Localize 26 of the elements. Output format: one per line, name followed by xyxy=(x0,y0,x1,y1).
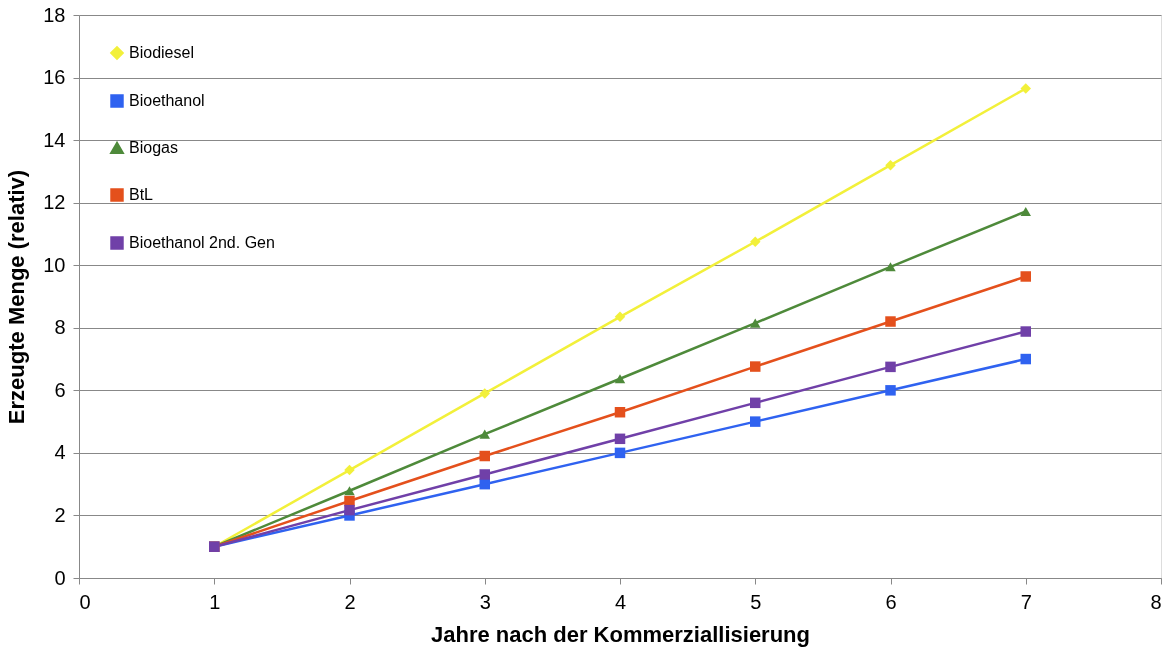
x-tick-label: 7 xyxy=(1020,590,1032,613)
y-tick-label: 10 xyxy=(43,253,66,276)
y-tick-label: 0 xyxy=(54,566,66,589)
x-tick-label: 4 xyxy=(614,590,627,613)
legend-label: Bioethanol xyxy=(129,92,205,109)
legend-label: Bioethanol 2nd. Gen xyxy=(129,234,275,251)
x-tick-label: 8 xyxy=(1150,590,1162,613)
y-axis-title: Erzeugte Menge (relativ) xyxy=(4,169,30,425)
x-tick-label: 3 xyxy=(479,590,491,613)
legend-label: Biogas xyxy=(129,139,178,156)
x-tick-label: 0 xyxy=(79,590,91,613)
y-tick-label: 8 xyxy=(54,316,66,339)
x-tick-label: 1 xyxy=(209,590,221,613)
x-tick-label: 6 xyxy=(885,590,897,613)
y-tick-label: 18 xyxy=(43,3,66,26)
x-tick-label: 5 xyxy=(750,590,762,613)
y-tick-label: 14 xyxy=(43,128,66,151)
legend-label: BtL xyxy=(129,186,154,203)
y-tick-label: 12 xyxy=(43,191,66,214)
y-tick-label: 4 xyxy=(54,441,66,464)
y-tick-label: 2 xyxy=(54,503,66,526)
x-axis-title: Jahre nach der Kommerziallisierung xyxy=(430,621,811,647)
x-tick-label: 2 xyxy=(344,590,356,613)
legend-label: Biodiesel xyxy=(129,44,194,61)
y-tick-label: 16 xyxy=(43,66,66,89)
y-tick-label: 6 xyxy=(54,378,66,401)
